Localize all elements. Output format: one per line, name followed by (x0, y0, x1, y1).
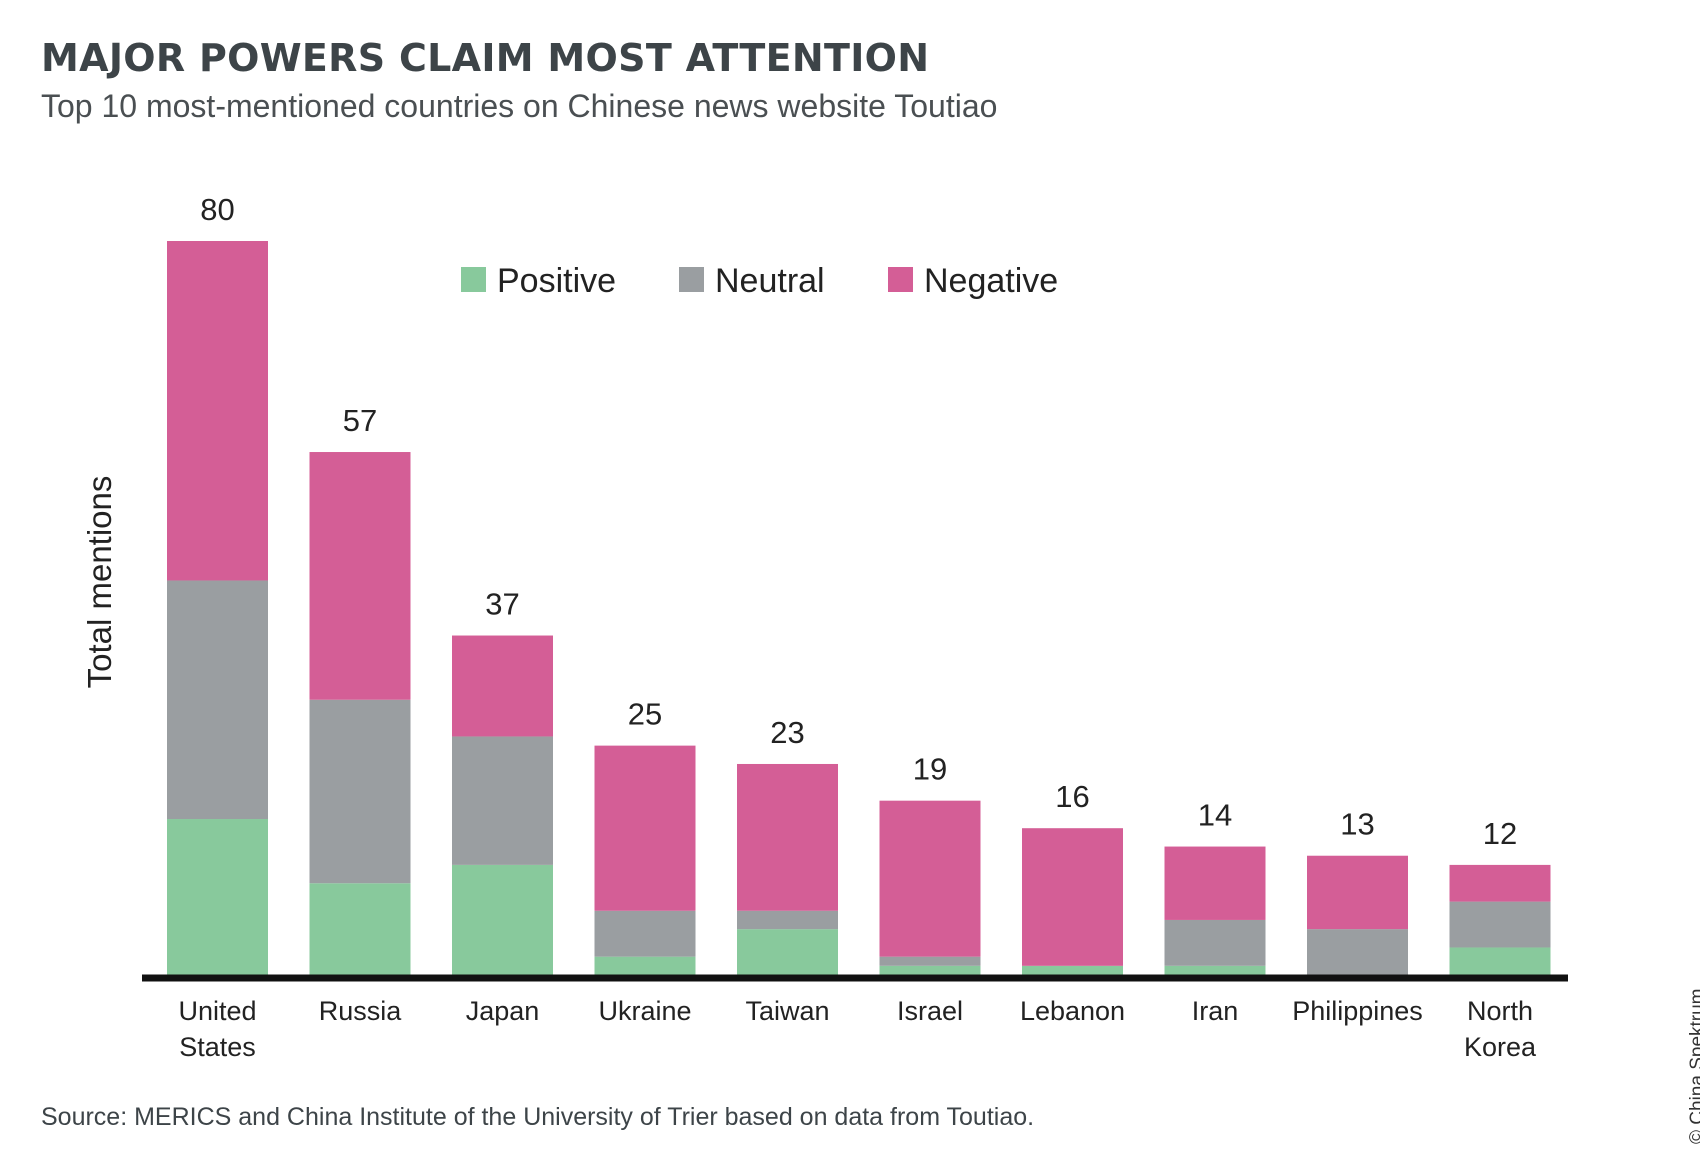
bar-segment-positive-5 (879, 965, 981, 975)
bar-segment-neutral-9 (1449, 901, 1551, 948)
bar-segment-positive-1 (309, 883, 411, 975)
legend-swatch-negative (888, 267, 913, 292)
bar-segment-neutral-3 (594, 910, 696, 957)
x-tick-label-0-0: United (178, 996, 256, 1026)
bar-segment-positive-4 (737, 929, 838, 975)
x-tick-label-9-0: North (1467, 996, 1533, 1026)
legend-label-positive: Positive (497, 262, 616, 300)
bar-segment-negative-4 (737, 763, 838, 911)
legend-swatch-neutral (679, 267, 704, 292)
bar-segment-negative-6 (1022, 828, 1123, 966)
bar-segment-neutral-5 (879, 956, 981, 966)
bar-segment-negative-7 (1164, 846, 1266, 920)
x-tick-label-5-0: Israel (897, 996, 963, 1026)
total-label-8: 13 (1340, 807, 1374, 842)
bar-segment-negative-5 (879, 800, 981, 957)
bar-segment-neutral-4 (737, 910, 838, 930)
legend-label-neutral: Neutral (715, 262, 825, 300)
bar-segment-negative-3 (594, 745, 696, 911)
bar-segment-neutral-8 (1307, 929, 1408, 975)
bar-segment-positive-9 (1449, 947, 1551, 975)
chart-subtitle: Top 10 most-mentioned countries on Chine… (41, 88, 998, 124)
legend-label-negative: Negative (924, 262, 1058, 300)
x-tick-label-9-1: Korea (1464, 1032, 1537, 1062)
total-label-7: 14 (1198, 798, 1232, 833)
bars-layer: 80 57 37 25 23 19 16 14 13 12 (167, 192, 1551, 975)
x-tick-label-6-0: Lebanon (1020, 996, 1125, 1026)
x-tick-label-1-0: Russia (319, 996, 403, 1026)
x-tick-label-2-0: Japan (466, 996, 540, 1026)
bar-segment-negative-1 (309, 452, 411, 700)
bar-segment-positive-7 (1164, 965, 1266, 975)
x-tick-label-8-0: Philippines (1292, 996, 1423, 1026)
total-label-0: 80 (200, 192, 234, 227)
bar-segment-neutral-2 (452, 736, 553, 865)
source-note: Source: MERICS and China Institute of th… (41, 1103, 1035, 1131)
total-label-6: 16 (1055, 779, 1089, 814)
x-tick-labels: United States Russia Japan Ukraine Taiwan Isra… (178, 996, 1537, 1062)
x-tick-label-3-0: Ukraine (598, 996, 691, 1026)
bar-segment-neutral-1 (309, 699, 411, 884)
total-label-1: 57 (343, 403, 377, 438)
bar-segment-negative-9 (1449, 864, 1551, 902)
bar-segment-positive-2 (452, 864, 553, 975)
total-label-9: 12 (1483, 816, 1517, 851)
x-tick-label-4-0: Taiwan (745, 996, 829, 1026)
y-axis-label: Total mentions (81, 476, 118, 689)
bar-segment-negative-0 (167, 241, 268, 581)
bar-segment-positive-0 (167, 819, 268, 975)
total-label-5: 19 (913, 752, 947, 787)
copyright-note: © China Spektrum (1687, 988, 1700, 1144)
bar-segment-positive-6 (1022, 965, 1123, 975)
chart-title: MAJOR POWERS CLAIM MOST ATTENTION (41, 36, 930, 80)
bar-segment-positive-3 (594, 956, 696, 975)
bar-segment-negative-8 (1307, 855, 1408, 930)
legend: Positive Neutral Negative (461, 262, 1058, 300)
total-label-4: 23 (770, 715, 804, 750)
total-label-3: 25 (628, 697, 662, 732)
x-tick-label-7-0: Iran (1192, 996, 1239, 1026)
total-label-2: 37 (485, 587, 519, 622)
x-tick-label-0-1: States (179, 1032, 256, 1062)
bar-segment-neutral-0 (167, 580, 268, 820)
bar-segment-negative-2 (452, 635, 553, 737)
bar-segment-neutral-7 (1164, 919, 1266, 966)
legend-swatch-positive (461, 267, 486, 292)
